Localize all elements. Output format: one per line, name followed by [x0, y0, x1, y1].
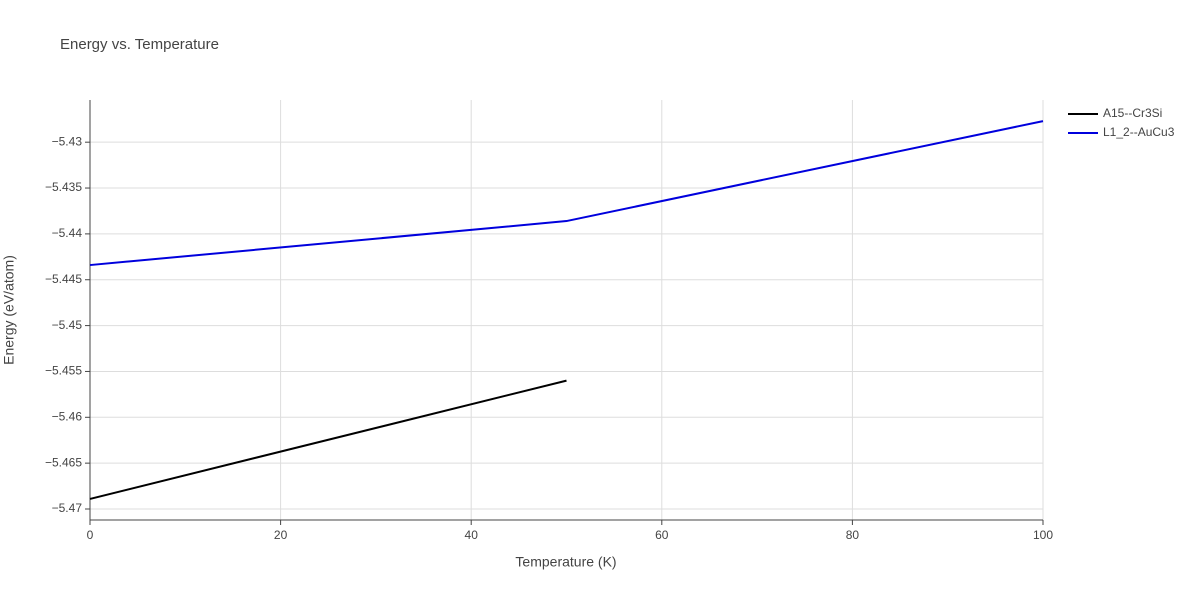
chart-title: Energy vs. Temperature: [60, 36, 219, 53]
y-tick-label: −5.47: [52, 501, 83, 515]
x-tick-label: 100: [1033, 528, 1053, 542]
x-tick-label: 60: [655, 528, 669, 542]
y-tick-label: −5.44: [52, 226, 83, 240]
legend-label: L1_2--AuCu3: [1103, 125, 1175, 139]
x-tick-label: 0: [87, 528, 94, 542]
x-tick-label: 20: [274, 528, 288, 542]
y-tick-label: −5.46: [52, 409, 83, 423]
y-tick-label: −5.455: [45, 364, 82, 378]
legend-label: A15--Cr3Si: [1103, 106, 1162, 120]
y-tick-label: −5.435: [45, 180, 82, 194]
series-line: [89, 379, 567, 500]
y-tick-label: −5.43: [52, 134, 83, 148]
x-tick-label: 80: [846, 528, 860, 542]
y-tick-label: −5.45: [52, 318, 83, 332]
x-tick-label: 40: [465, 528, 479, 542]
series-line: [89, 120, 1044, 267]
x-axis-title: Temperature (K): [515, 554, 616, 570]
y-tick-label: −5.445: [45, 272, 82, 286]
y-tick-label: −5.465: [45, 455, 82, 469]
y-axis-title: Energy (eV/atom): [1, 255, 17, 365]
